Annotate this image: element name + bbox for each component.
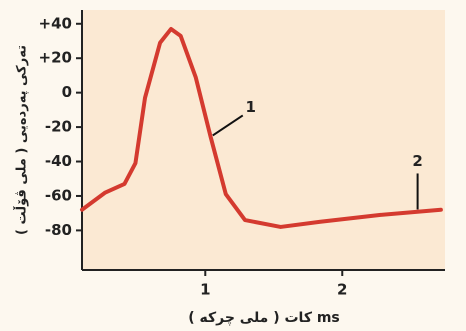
- y-tick-label: -20: [45, 118, 72, 136]
- x-axis-label: كات ( ملی چرکه ) ms: [188, 310, 340, 326]
- y-tick-label: +40: [39, 14, 72, 32]
- data-line: [80, 26, 443, 229]
- y-tick-label: -80: [45, 221, 72, 239]
- plot-area: [82, 10, 445, 270]
- y-tick-label: -60: [45, 186, 72, 204]
- annotation-pointer: [212, 114, 244, 137]
- annotation: 2: [412, 152, 422, 170]
- x-tick-label: 1: [200, 281, 210, 299]
- annotation: 1: [246, 98, 256, 116]
- y-tick-label: -40: [45, 152, 72, 170]
- y-tick-label: 0: [62, 83, 72, 101]
- x-tick-label: 2: [337, 281, 347, 299]
- y-tick-label: +20: [39, 49, 72, 67]
- y-axis-label: تەرکی پەردەیی ( ملی ڤۆڵت ): [13, 45, 30, 235]
